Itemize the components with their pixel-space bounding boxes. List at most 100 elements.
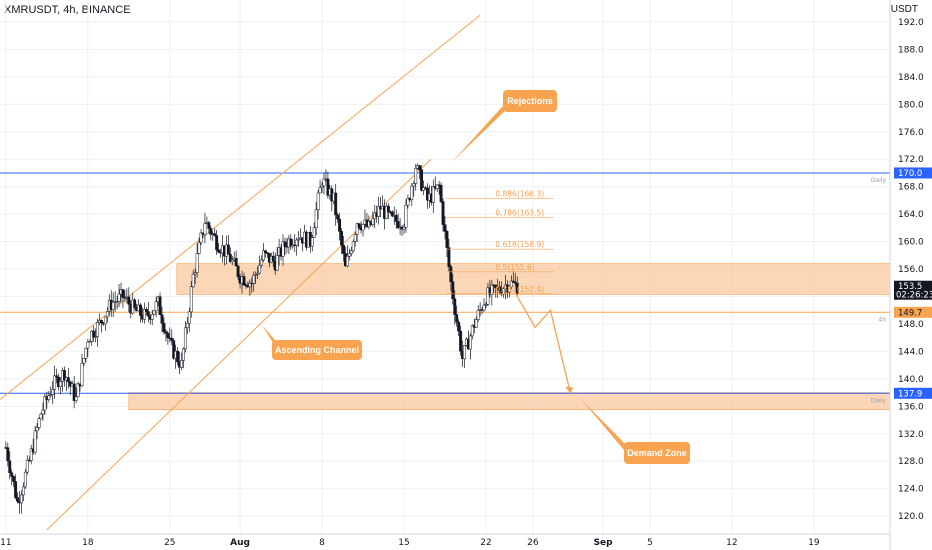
candle-down: [209, 228, 213, 235]
candle-down: [10, 472, 14, 477]
candle-up: [402, 227, 406, 230]
annotation-callout: Rejections: [452, 90, 557, 162]
price-tag: [894, 387, 932, 399]
candle-down: [55, 375, 59, 378]
candle-down: [283, 241, 287, 247]
candle-up: [314, 209, 318, 228]
fib-level-label: 0.382(152.4): [495, 285, 544, 294]
candle-down: [513, 281, 517, 284]
price-tag: [894, 167, 932, 179]
candle-up: [230, 259, 234, 263]
candle-up: [21, 486, 25, 496]
candle-up: [349, 250, 353, 254]
candle-up: [142, 308, 146, 320]
candle-up: [154, 301, 158, 311]
candle-up: [199, 232, 203, 243]
candle-up: [182, 348, 185, 361]
supply-demand-zone: [128, 392, 891, 411]
candle-down: [334, 192, 338, 216]
candle-up: [470, 325, 474, 337]
candle-up: [371, 218, 375, 225]
candle-down: [162, 322, 166, 332]
candle-down: [172, 340, 176, 359]
candle-up: [322, 178, 326, 187]
y-tick-label: 148.0: [898, 320, 924, 330]
x-tick-label: 8: [319, 538, 325, 548]
candle-down: [451, 281, 455, 300]
candle-down: [133, 299, 137, 308]
candle-down: [12, 476, 16, 482]
candle-down: [420, 169, 424, 191]
candle-down: [164, 331, 168, 334]
candle-down: [236, 265, 240, 277]
candle-up: [361, 224, 365, 231]
candle-up: [347, 253, 351, 257]
candle-up: [59, 381, 62, 387]
candle-down: [160, 314, 164, 324]
candle-up: [509, 280, 513, 288]
candle-down: [176, 350, 180, 363]
y-tick-label: 176.0: [898, 128, 924, 138]
y-tick-label: 156.0: [898, 265, 924, 275]
candle-down: [121, 289, 125, 298]
candle-up: [23, 471, 27, 488]
candle-up: [377, 206, 381, 217]
candle-up: [86, 341, 90, 349]
projection-layer: [514, 292, 574, 394]
level-label: 4h: [878, 316, 886, 323]
y-tick-label: 192.0: [898, 18, 924, 28]
candle-up: [258, 264, 262, 274]
candle-down: [14, 481, 18, 498]
candle-down: [342, 244, 345, 254]
candle-up: [94, 336, 98, 338]
candle-up: [355, 223, 359, 235]
candle-down: [92, 330, 96, 338]
candle-up: [33, 430, 37, 453]
candle-up: [115, 301, 119, 303]
annotation-pointer: [452, 97, 511, 162]
candle-down: [166, 333, 170, 339]
candle-down: [449, 266, 453, 282]
candle-down: [418, 165, 422, 171]
price-tag-text: 137.9: [898, 389, 922, 399]
candle-up: [281, 241, 285, 257]
x-tick-label: 19: [808, 538, 820, 548]
candle-up: [412, 183, 416, 187]
zones-layer: [128, 263, 891, 411]
candle-up: [41, 409, 45, 415]
candle-down: [144, 308, 148, 312]
candle-down: [234, 257, 238, 267]
candle-up: [25, 459, 29, 473]
candle-down: [326, 178, 330, 196]
candle-down: [62, 370, 66, 381]
candle-up: [117, 293, 121, 302]
candle-down: [498, 286, 502, 292]
candle-down: [336, 214, 340, 220]
candle-down: [289, 238, 293, 247]
y-tick-label: 144.0: [898, 347, 924, 357]
candle-up: [43, 396, 47, 411]
candle-up: [260, 259, 263, 266]
annotation-text: Ascending Channel: [275, 345, 359, 355]
y-tick-label: 164.0: [898, 210, 924, 220]
price-tag-countdown: 02:26:23: [896, 291, 932, 301]
candle-down: [100, 320, 103, 324]
candle-down: [72, 383, 76, 401]
x-tick-label: 15: [398, 538, 409, 548]
candle-up: [297, 238, 301, 241]
y-tick-label: 180.0: [898, 100, 924, 110]
candle-down: [228, 253, 232, 263]
candle-up: [384, 205, 388, 219]
candle-down: [127, 296, 131, 305]
candle-up: [353, 234, 357, 242]
candle-up: [507, 286, 511, 293]
candle-up: [150, 314, 154, 320]
candle-up: [103, 316, 107, 325]
candle-up: [468, 335, 472, 350]
annotation-box: [272, 340, 362, 360]
candle-up: [76, 383, 80, 398]
candle-up: [183, 327, 187, 350]
candle-down: [265, 252, 269, 254]
